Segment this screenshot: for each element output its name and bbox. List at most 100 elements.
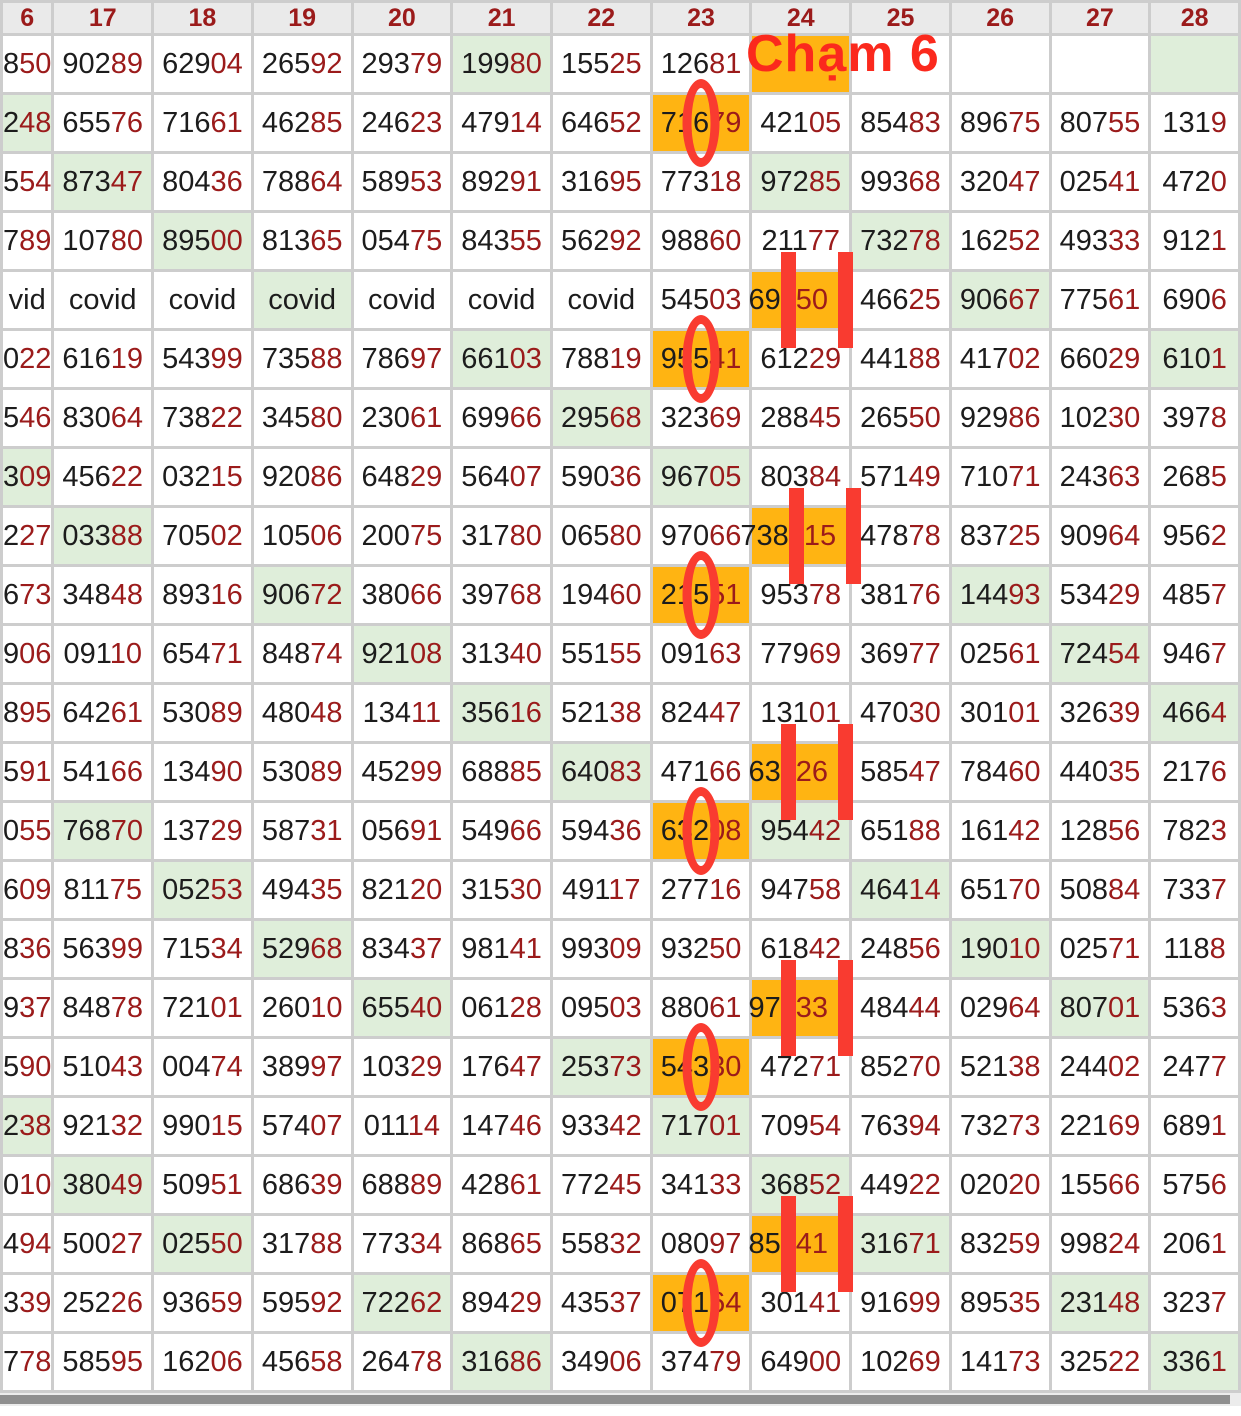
digits-red: 02 bbox=[1008, 342, 1041, 375]
digits-red: 50 bbox=[709, 932, 742, 965]
number-cell: 47878 bbox=[852, 508, 949, 564]
number-cell: 80701 bbox=[1051, 980, 1149, 1036]
digits-black: 655 bbox=[361, 991, 410, 1024]
digits-red: 66 bbox=[110, 755, 144, 788]
number-cell: 591 bbox=[3, 744, 51, 800]
digits-red: 44 bbox=[908, 991, 941, 1024]
horizontal-scrollbar[interactable] bbox=[0, 1393, 1241, 1406]
horizontal-scrollbar-thumb[interactable] bbox=[0, 1395, 1230, 1404]
number-cell: 64261 bbox=[54, 685, 152, 741]
digits-red: 83 bbox=[908, 106, 941, 139]
number-cell: 248 bbox=[3, 95, 51, 151]
digits-red: 65 bbox=[310, 224, 343, 257]
red-bar-annotation bbox=[788, 488, 804, 584]
number-cell: 23148 bbox=[1051, 1275, 1149, 1331]
digits-black: 6 bbox=[3, 873, 20, 906]
digits-red: 59 bbox=[1008, 1227, 1041, 1260]
number-cell: 84878 bbox=[54, 980, 152, 1036]
number-cell: 227 bbox=[3, 508, 51, 564]
number-cell: 26550 bbox=[852, 390, 949, 446]
digits-red: 41 bbox=[1107, 165, 1141, 198]
digits-black: 732 bbox=[860, 224, 909, 257]
digits-red: 68 bbox=[509, 578, 542, 611]
digits-black: 834 bbox=[361, 932, 410, 965]
digits-black: 632 bbox=[660, 814, 710, 847]
number-cell: 29379 bbox=[353, 36, 451, 92]
number-cell: 6891 bbox=[1151, 1098, 1238, 1154]
digits-black: 494 bbox=[261, 873, 311, 906]
digits-black: 8 bbox=[3, 696, 20, 729]
number-cell: covid bbox=[453, 272, 550, 328]
digits-black: 646 bbox=[560, 106, 610, 139]
digits-black: 131 bbox=[1162, 106, 1211, 139]
digits-red: 75 bbox=[1008, 106, 1041, 139]
digits-black: 784 bbox=[959, 755, 1009, 788]
digits-red: 99 bbox=[110, 932, 144, 965]
red-bar-annotation bbox=[780, 960, 796, 1056]
digits-red: 71 bbox=[210, 637, 243, 670]
digits-red: 29 bbox=[1107, 342, 1141, 375]
number-cell: 29568 bbox=[552, 390, 650, 446]
number-cell: 93250 bbox=[652, 921, 750, 977]
digits-black: 176 bbox=[461, 1050, 510, 1083]
digits-red: 70 bbox=[908, 1050, 941, 1083]
digits-red: 29 bbox=[409, 1050, 443, 1083]
number-cell: 10506 bbox=[253, 508, 351, 564]
digits-black: 356 bbox=[461, 696, 510, 729]
digits-red: 11 bbox=[411, 696, 442, 729]
digits-black: 020 bbox=[959, 1168, 1009, 1201]
digits-red: 08 bbox=[409, 637, 443, 670]
digits-black: 509 bbox=[162, 1168, 211, 1201]
digits-black: 5 bbox=[3, 1050, 20, 1083]
digits-black: 025 bbox=[162, 1227, 211, 1260]
digits-black: 7 bbox=[3, 1345, 20, 1378]
digits-red: 48 bbox=[1107, 1286, 1141, 1319]
digits-black: 722 bbox=[361, 1286, 410, 1319]
digits-red: 14 bbox=[509, 106, 542, 139]
red-bar-annotation bbox=[838, 960, 854, 1056]
digits-red: 19 bbox=[609, 342, 642, 375]
digits-black: 206 bbox=[1162, 1227, 1211, 1260]
digits-black: 054 bbox=[361, 224, 410, 257]
number-cell: 05475 bbox=[353, 213, 451, 269]
number-cell: 36852 bbox=[752, 1157, 850, 1213]
number-cell bbox=[1151, 36, 1238, 92]
digits-black: 521 bbox=[560, 696, 610, 729]
digits-black: 435 bbox=[560, 1286, 610, 1319]
digits-black: 642 bbox=[62, 696, 111, 729]
number-cell: 789 bbox=[3, 213, 51, 269]
digits-red: 54 bbox=[1107, 637, 1141, 670]
cham-6-annotation: Chạm 6 bbox=[746, 25, 940, 83]
number-cell: 778 bbox=[3, 1334, 51, 1390]
digits-red: 80 bbox=[310, 401, 343, 434]
number-cell: 58953 bbox=[353, 154, 451, 210]
digits-black: 558 bbox=[560, 1227, 610, 1260]
digits-black: 440 bbox=[1059, 755, 1108, 788]
number-cell: 99309 bbox=[552, 921, 650, 977]
number-cell: 28845 bbox=[752, 390, 850, 446]
digits-black: 0 bbox=[3, 1168, 20, 1201]
digits-black: 316 bbox=[860, 1227, 909, 1260]
digits-red: 31 bbox=[310, 814, 343, 847]
number-cell: covid bbox=[54, 272, 152, 328]
digits-black: 732 bbox=[959, 1109, 1009, 1142]
digits-red: 45 bbox=[808, 401, 842, 434]
digits-red: 65 bbox=[509, 1227, 542, 1260]
digits-red: 75 bbox=[409, 224, 443, 257]
number-cell: 16142 bbox=[951, 803, 1049, 859]
digits-black: 709 bbox=[760, 1109, 809, 1142]
number-cell-circled: 07164 bbox=[652, 1259, 750, 1347]
covid-label: covid bbox=[68, 283, 137, 316]
digits-red: 08 bbox=[709, 814, 742, 847]
digits-black: 660 bbox=[1059, 342, 1108, 375]
digits-black: 134 bbox=[362, 696, 412, 729]
digits-red: 80 bbox=[509, 519, 542, 552]
digits-red: 86 bbox=[1008, 401, 1041, 434]
digits-red: 41 bbox=[709, 342, 742, 375]
digits-black: 200 bbox=[361, 519, 410, 552]
number-cell: 32047 bbox=[951, 154, 1049, 210]
digits-black: 929 bbox=[959, 401, 1009, 434]
digits-red: 58 bbox=[310, 1345, 343, 1378]
digits-red: 20 bbox=[409, 873, 443, 906]
digits-red: 7 bbox=[1210, 578, 1227, 611]
